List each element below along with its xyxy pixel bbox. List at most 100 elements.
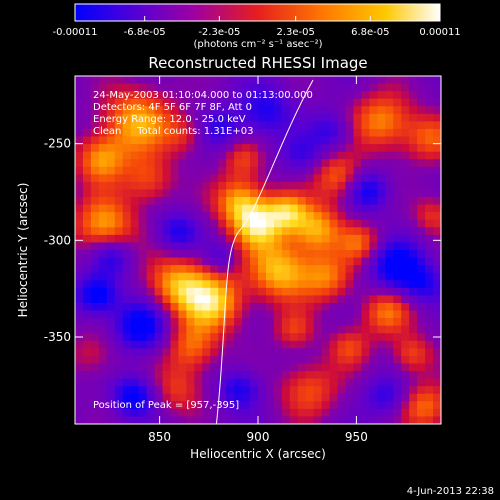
heatmap-cell [226,136,235,145]
heatmap-cell [186,204,195,213]
heatmap-cell [234,302,243,312]
heatmap-cell [242,121,251,130]
heatmap-cell [162,378,172,387]
heatmap-cell [250,197,259,206]
heatmap-cell [226,91,235,100]
heatmap-cell [409,219,418,228]
heatmap-cell [162,136,172,145]
heatmap-cell [289,227,299,236]
heatmap-cell [258,144,267,153]
heatmap-cell [313,219,323,228]
heatmap-cell [90,189,100,198]
heatmap-cell [409,212,418,221]
heatmap-cell [82,393,92,402]
heatmap-cell [242,91,251,100]
heatmap-cell [345,310,355,319]
heatmap-cell [385,302,394,312]
heatmap-cell [82,98,92,107]
heatmap-cell [114,151,124,160]
heatmap-cell [273,166,283,175]
heatmap-cell [425,121,434,130]
heatmap-cell [313,166,323,175]
heatmap-cell [75,98,84,107]
heatmap-cell [377,393,386,402]
heatmap-cell [417,287,426,296]
heatmap-cell [281,265,291,274]
heatmap-cell [305,257,315,266]
heatmap-cell [82,106,92,115]
heatmap-cell [289,295,299,304]
heatmap-cell [250,363,259,372]
heatmap-cell [313,378,323,387]
heatmap-cell [218,363,227,372]
heatmap-cell [75,272,84,281]
heatmap-cell [194,378,203,387]
heatmap-cell [250,219,259,228]
heatmap-cell [329,401,339,410]
heatmap-cell [361,295,370,304]
heatmap-cell [130,295,140,304]
heatmap-cell [313,144,323,153]
heatmap-cell [377,174,386,183]
heatmap-cell [361,287,370,296]
heatmap-cell [154,287,164,296]
heatmap-cell [393,295,402,304]
heatmap-cell [329,302,339,312]
heatmap-cell [329,159,339,168]
heatmap-cell [114,401,124,410]
heatmap-cell [321,204,331,213]
heatmap-cell [361,408,370,418]
heatmap-cell [361,340,370,349]
heatmap-cell [75,83,84,92]
heatmap-cells [75,76,441,424]
heatmap-cell [82,408,92,418]
heatmap-cell [194,401,203,410]
heatmap-cell [385,416,394,424]
heatmap-cell [146,272,156,281]
heatmap-cell [425,181,434,191]
heatmap-cell [345,378,355,387]
heatmap-cell [337,234,347,244]
heatmap-cell [417,83,426,92]
heatmap-cell [138,302,148,312]
heatmap-cell [258,416,267,424]
heatmap-cell [337,416,347,424]
heatmap-cell [114,371,124,380]
heatmap-cell [114,363,124,372]
heatmap-cell [258,393,267,402]
heatmap-cell [234,204,243,213]
heatmap-cell [218,325,227,334]
heatmap-cell [162,250,172,259]
heatmap-cell [385,189,394,198]
heatmap-cell [75,355,84,365]
heatmap-cell [281,204,291,213]
heatmap-cell [273,144,283,153]
heatmap-cell [377,287,386,296]
heatmap-cell [82,363,92,372]
heatmap-cell [321,121,331,130]
heatmap-cell [138,416,148,424]
heatmap-cell [106,378,116,387]
heatmap-cell [361,159,370,168]
heatmap-cell [369,181,378,191]
heatmap-cell [369,189,378,198]
heatmap-cell [417,302,426,312]
heatmap-cell [297,295,307,304]
heatmap-cell [114,355,124,365]
heatmap-cell [393,197,402,206]
heatmap-cell [194,204,203,213]
heatmap-cell [321,416,331,424]
heatmap-cell [369,136,378,145]
heatmap-cell [178,136,187,145]
heatmap-cell [210,204,219,213]
y-tick-label: -350 [44,330,71,344]
heatmap-cell [122,371,132,380]
heatmap-cell [281,257,291,266]
heatmap-cell [289,386,299,395]
heatmap-cell [162,144,172,153]
heatmap-cell [345,250,355,259]
heatmap-cell [409,333,418,342]
heatmap-cell [122,363,132,372]
heatmap-cell [265,136,275,145]
heatmap-cell [146,287,156,296]
